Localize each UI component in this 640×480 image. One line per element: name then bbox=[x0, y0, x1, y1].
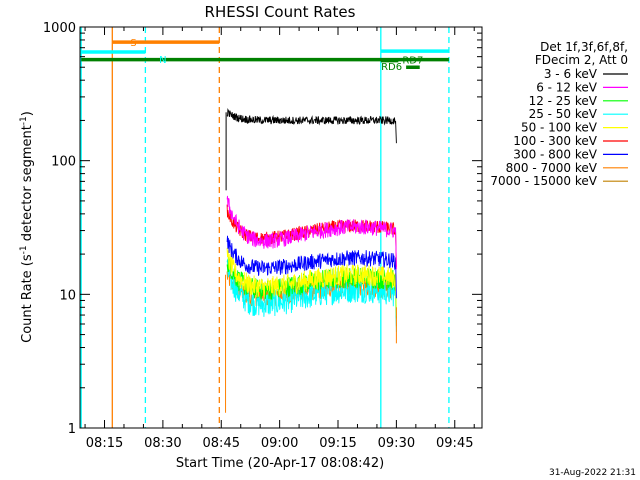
x-axis: 08:15 08:30 08:45 09:00 09:15 09:30 09:45 bbox=[84, 27, 475, 451]
legend-label-5: 100 - 300 keV bbox=[513, 134, 597, 148]
series-line-1 bbox=[226, 195, 397, 270]
axes-frame bbox=[79, 26, 483, 429]
legend-label-3: 25 - 50 keV bbox=[529, 107, 598, 121]
legend-label-8: 7000 - 15000 keV bbox=[490, 174, 597, 188]
legend-label-4: 50 - 100 keV bbox=[521, 121, 598, 135]
y-tick-label-1: 10 bbox=[59, 288, 76, 303]
series-line-6 bbox=[226, 235, 397, 299]
x-tick-label-6: 09:45 bbox=[436, 436, 473, 451]
y-tick-label-2: 100 bbox=[51, 155, 76, 170]
legend-label-2: 12 - 25 keV bbox=[529, 94, 598, 108]
annotation-bar-label-5: RD6 bbox=[381, 62, 402, 73]
legend-label-7: 800 - 7000 keV bbox=[506, 161, 598, 175]
y-tick-label-0: 1 bbox=[68, 422, 76, 437]
series-line-0 bbox=[226, 108, 397, 144]
legend: Det 1f,3f,6f,8f, FDecim 2, Att 0 3 - 6 k… bbox=[490, 40, 628, 188]
legend-label-6: 300 - 800 keV bbox=[513, 147, 597, 161]
x-tick-label-3: 09:00 bbox=[261, 436, 298, 451]
x-axis-label: Start Time (20-Apr-17 08:08:42) bbox=[176, 456, 384, 471]
annotation-bar-label-1: N bbox=[159, 55, 166, 66]
x-tick-label-0: 08:15 bbox=[86, 436, 123, 451]
legend-label-1: 6 - 12 keV bbox=[536, 80, 598, 94]
legend-header-1: Det 1f,3f,6f,8f, bbox=[540, 40, 628, 54]
x-tick-label-5: 09:30 bbox=[378, 436, 415, 451]
x-tick-label-2: 08:45 bbox=[203, 436, 240, 451]
y-tick-label-3: 1000 bbox=[43, 21, 76, 36]
chart-title: RHESSI Count Rates bbox=[205, 3, 356, 21]
legend-header-2: FDecim 2, Att 0 bbox=[535, 53, 628, 67]
x-tick-label-1: 08:30 bbox=[144, 436, 181, 451]
generated-timestamp: 31-Aug-2022 21:31 bbox=[549, 468, 636, 478]
y-axis-label: Count Rate (s-1 detector segment-1) bbox=[19, 111, 35, 343]
x-tick-label-4: 09:15 bbox=[319, 436, 356, 451]
annotation-bar-label-4: RD7 bbox=[402, 56, 423, 67]
series-line-4 bbox=[226, 247, 397, 317]
legend-label-0: 3 - 6 keV bbox=[544, 67, 598, 81]
y-axis: 1 10 100 1000 bbox=[43, 21, 482, 437]
annotation-bar-label-0: S bbox=[130, 38, 136, 49]
